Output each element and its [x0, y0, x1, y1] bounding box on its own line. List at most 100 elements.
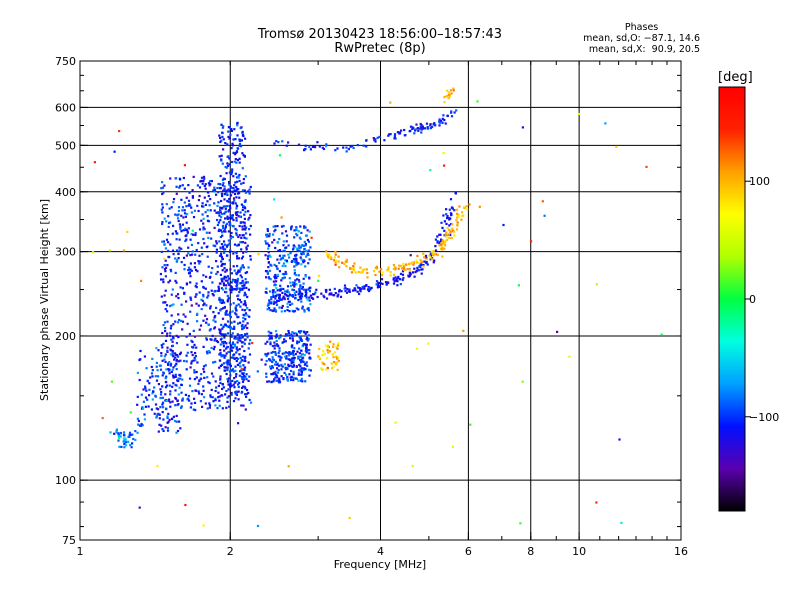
data-point: [286, 376, 289, 379]
data-point: [146, 380, 149, 383]
data-point: [232, 287, 235, 291]
data-point: [242, 303, 245, 306]
data-point: [220, 216, 223, 219]
data-point: [230, 288, 233, 291]
data-point: [303, 353, 306, 357]
data-point: [241, 377, 244, 380]
data-point: [176, 321, 180, 324]
data-point: [336, 147, 339, 150]
colorbar-gradient: [718, 86, 746, 512]
data-point: [335, 355, 338, 358]
data-point: [398, 264, 401, 267]
data-point: [292, 247, 295, 250]
data-point: [432, 261, 435, 264]
data-point: [230, 335, 233, 338]
data-point: [323, 352, 326, 355]
data-point: [232, 138, 235, 141]
data-point: [171, 352, 174, 355]
data-point: [305, 291, 308, 294]
data-point: [366, 271, 369, 275]
data-point: [296, 278, 299, 281]
data-point: [243, 314, 246, 317]
data-point: [304, 349, 307, 352]
data-point: [184, 503, 187, 507]
data-point: [150, 372, 154, 375]
data-point: [172, 382, 175, 385]
data-point: [308, 290, 311, 293]
data-point: [226, 217, 229, 220]
data-point: [345, 146, 348, 149]
data-point: [419, 263, 422, 266]
data-point: [265, 242, 268, 245]
data-point: [224, 207, 227, 210]
data-point: [276, 376, 279, 379]
data-point: [169, 268, 172, 271]
data-point: [218, 155, 221, 158]
data-point: [202, 345, 205, 348]
data-point: [186, 231, 189, 235]
data-point: [264, 342, 267, 345]
data-point: [165, 399, 168, 402]
x-tick-label: 10: [572, 545, 586, 558]
data-point: [203, 376, 206, 379]
data-point: [223, 185, 226, 188]
data-point: [235, 229, 238, 232]
data-point: [210, 372, 214, 375]
data-point: [219, 211, 222, 214]
data-point: [295, 377, 298, 380]
data-point: [443, 229, 446, 232]
data-point: [277, 299, 280, 302]
data-point: [206, 376, 209, 379]
data-point: [221, 327, 224, 330]
data-point: [303, 225, 306, 228]
data-point: [328, 293, 331, 296]
data-point: [287, 365, 290, 368]
data-point: [277, 369, 280, 372]
data-point: [243, 342, 246, 345]
data-point: [299, 237, 302, 240]
data-point: [286, 333, 289, 336]
data-point: [170, 324, 173, 327]
data-point: [429, 258, 432, 261]
data-point: [221, 131, 224, 134]
data-point: [208, 180, 212, 183]
data-point: [305, 296, 308, 299]
data-point: [362, 287, 365, 290]
data-point: [230, 231, 233, 235]
data-point: [392, 267, 395, 270]
data-point: [233, 325, 236, 328]
data-point: [447, 233, 450, 236]
data-point: [168, 207, 171, 210]
data-point: [298, 347, 301, 350]
data-point: [346, 288, 349, 291]
data-point: [180, 214, 183, 217]
data-point: [299, 379, 303, 382]
data-point: [219, 235, 222, 239]
data-point: [361, 285, 364, 289]
data-point: [462, 214, 465, 217]
data-point: [299, 286, 302, 289]
data-point: [174, 396, 177, 400]
data-point: [411, 464, 414, 468]
data-point: [174, 353, 177, 356]
data-point: [177, 209, 180, 213]
data-point: [202, 293, 205, 296]
data-point: [243, 369, 246, 372]
data-point: [235, 282, 238, 285]
data-point: [274, 275, 277, 279]
data-point: [352, 146, 355, 150]
data-point: [273, 347, 276, 350]
data-point: [190, 351, 193, 354]
data-point: [276, 273, 279, 276]
data-point: [203, 196, 206, 199]
data-point: [108, 249, 112, 252]
data-point: [375, 280, 379, 283]
data-point: [229, 207, 232, 210]
data-point: [209, 183, 212, 186]
data-point: [349, 267, 352, 270]
data-point: [285, 144, 288, 147]
data-point: [295, 333, 298, 336]
phase-stats-o-mode: mean, sd,O: −87.1, 14.6: [583, 33, 700, 44]
data-point: [200, 179, 203, 182]
data-point: [137, 419, 140, 423]
